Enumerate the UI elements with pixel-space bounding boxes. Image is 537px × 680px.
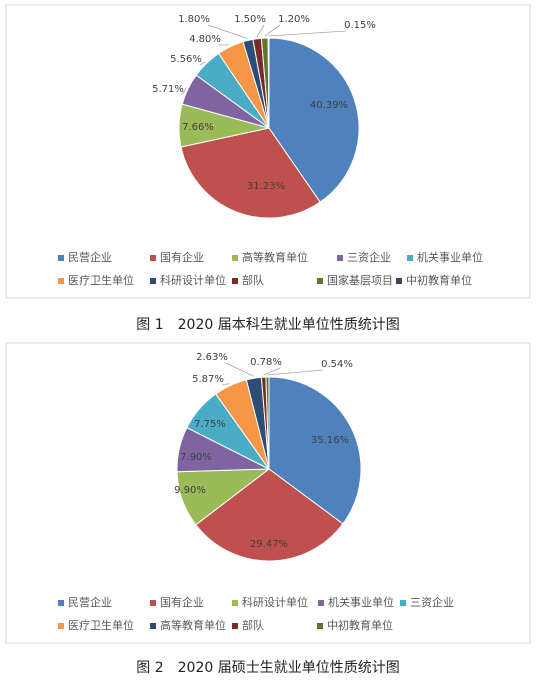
- value-label: 29.47%: [250, 539, 288, 550]
- pie-slice: [180, 127, 321, 219]
- value-label: 9.90%: [174, 485, 206, 496]
- legend-label: 中初教育单位: [327, 618, 393, 632]
- legend-label: 机关事业单位: [417, 250, 483, 264]
- legend-marker: [150, 255, 156, 261]
- leader-line: [225, 362, 254, 377]
- legend-marker: [58, 623, 64, 629]
- value-label: 7.75%: [194, 419, 226, 430]
- pie-slice: [268, 376, 362, 525]
- legend-marker: [232, 255, 238, 261]
- chart-caption: 图 1 2020 届本科生就业单位性质统计图: [136, 317, 399, 333]
- legend-marker: [150, 278, 156, 284]
- legend-marker: [407, 255, 413, 261]
- legend-label: 科研设计单位: [160, 273, 226, 287]
- legend-marker: [400, 600, 406, 606]
- value-label: 5.87%: [192, 374, 224, 385]
- pie-slice: [195, 468, 344, 562]
- value-label: 31.23%: [247, 181, 285, 192]
- leader-line: [264, 24, 281, 37]
- legend-label: 部队: [242, 273, 264, 287]
- value-label: 5.71%: [152, 84, 184, 95]
- legend-marker: [150, 600, 156, 606]
- legend-marker: [58, 278, 64, 284]
- pie-slice: [268, 37, 360, 203]
- legend-marker: [232, 278, 238, 284]
- legend-label: 国有企业: [160, 250, 204, 264]
- legend-marker: [317, 623, 323, 629]
- value-label: 4.80%: [189, 34, 221, 45]
- leader-line: [221, 383, 230, 386]
- legend-marker: [58, 255, 64, 261]
- leader-line: [207, 24, 248, 39]
- value-label: 40.39%: [310, 100, 348, 111]
- legend-label: 高等教育单位: [160, 618, 226, 632]
- value-label: 1.50%: [234, 14, 266, 25]
- legend-label: 医疗卫生单位: [68, 273, 134, 287]
- leader-line: [181, 87, 187, 96]
- legend-marker: [396, 278, 402, 284]
- leader-line: [263, 367, 281, 376]
- pie-slice: [267, 37, 270, 129]
- legend-marker: [232, 600, 238, 606]
- legend-label: 国有企业: [160, 595, 204, 609]
- legend-label: 医疗卫生单位: [68, 618, 134, 632]
- leader-line: [256, 24, 265, 38]
- value-label: 0.15%: [344, 20, 376, 31]
- legend-label: 部队: [242, 618, 264, 632]
- legend-marker: [232, 623, 238, 629]
- value-label: 7.66%: [182, 122, 214, 133]
- legend-label: 民营企业: [68, 595, 112, 609]
- legend-marker: [318, 600, 324, 606]
- leader-line: [268, 30, 347, 37]
- leader-line: [199, 61, 206, 66]
- legend-marker: [58, 600, 64, 606]
- pie-slice: [265, 376, 270, 470]
- legend-marker: [317, 278, 323, 284]
- legend-label: 中初教育单位: [406, 273, 472, 287]
- value-label: 35.16%: [311, 435, 349, 446]
- leader-line: [267, 369, 324, 376]
- legend-label: 高等教育单位: [242, 250, 308, 264]
- legend-label: 国家基层项目: [327, 273, 393, 287]
- value-label: 1.20%: [278, 14, 310, 25]
- legend-marker: [337, 255, 343, 261]
- value-label: 2.63%: [196, 352, 228, 363]
- legend-label: 民营企业: [68, 250, 112, 264]
- value-label: 0.54%: [321, 359, 353, 370]
- legend-marker: [150, 623, 156, 629]
- chart-caption: 图 2 2020 届硕士生就业单位性质统计图: [136, 660, 399, 676]
- value-label: 5.56%: [170, 54, 202, 65]
- value-label: 1.80%: [178, 14, 210, 25]
- legend-label: 三资企业: [347, 250, 391, 264]
- value-label: 0.78%: [250, 357, 282, 368]
- value-label: 7.90%: [180, 452, 212, 463]
- legend-label: 科研设计单位: [242, 595, 308, 609]
- legend-label: 三资企业: [410, 595, 454, 609]
- legend-label: 机关事业单位: [328, 595, 394, 609]
